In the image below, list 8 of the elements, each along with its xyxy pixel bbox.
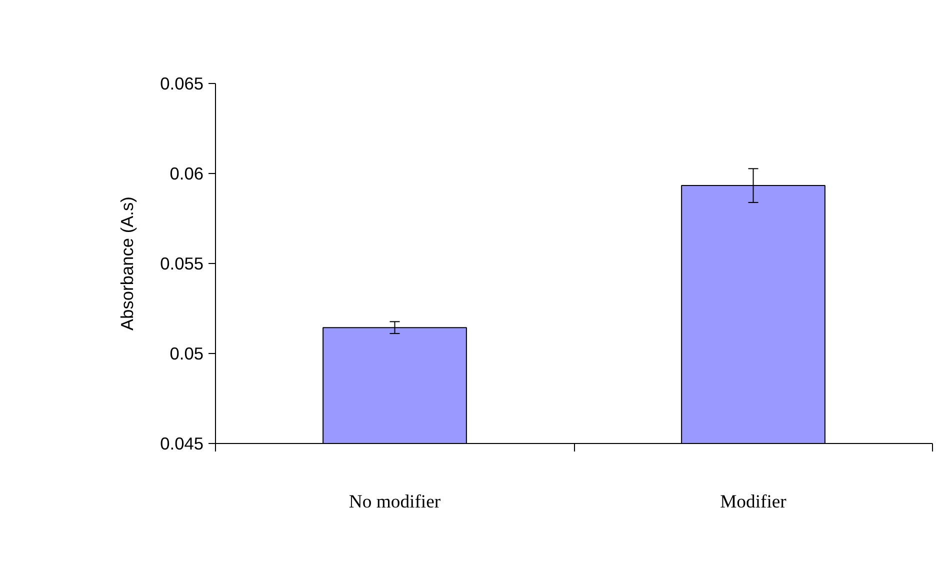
y-tick-label: 0.045: [160, 434, 204, 454]
y-tick-label: 0.055: [160, 254, 204, 274]
x-tick-label: No modifier: [348, 492, 442, 512]
x-tick-label: Modifier: [720, 492, 788, 512]
y-tick-label: 0.05: [170, 344, 204, 364]
y-tick-label: 0.06: [170, 164, 204, 184]
y-tick-label: 0.065: [160, 74, 204, 94]
y-axis-title: Absorbance (A.s): [117, 196, 138, 330]
